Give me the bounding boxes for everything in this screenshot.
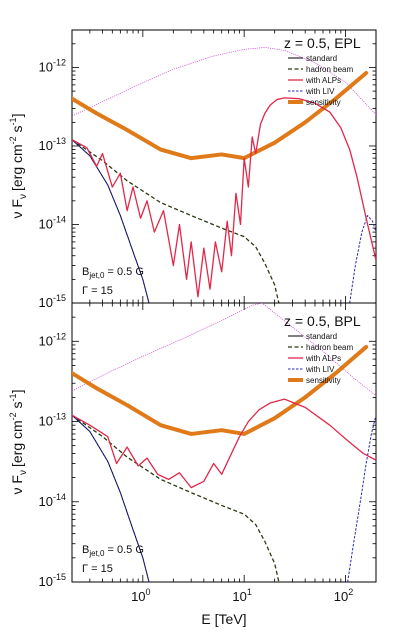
y-tick-label-bottom-0: 10-12 xyxy=(39,331,66,348)
y-tick-label-bottom-3: 10-15 xyxy=(39,572,66,589)
y-tick-label-bottom-2: 10-14 xyxy=(39,492,66,509)
panel-top: z = 0.5, EPL standard hadron beam with A… xyxy=(71,29,377,304)
legend-top-standard-label: standard xyxy=(306,54,337,63)
panel-top-ticks xyxy=(71,29,377,304)
y-axis-title-top: ν Fν[erg cm-2 s-1] xyxy=(8,114,29,219)
panel-bottom-frame xyxy=(71,302,377,583)
y-tick-label-top-3: 10-15 xyxy=(39,293,66,310)
series-bottom-liv-tail xyxy=(347,415,376,582)
x-axis-title: E [TeV] xyxy=(201,611,246,627)
series-bottom-alps xyxy=(72,398,376,489)
panel-top-gamma-annotation: Γ = 15 xyxy=(82,285,113,297)
series-top-liv xyxy=(72,139,150,303)
x-tick-labels: 100 101 102 xyxy=(131,587,353,604)
legend-top-liv-label: with LIV xyxy=(305,87,335,96)
x-tick-label-1: 101 xyxy=(232,587,251,604)
series-bottom-standard xyxy=(72,414,150,582)
panel-bottom-b-annotation: Bjet,0 = 0.5 G xyxy=(82,544,144,558)
panel-bottom-lines xyxy=(72,303,376,582)
legend-bottom-hadron-label: hadron beam xyxy=(306,343,353,352)
panel-bottom-title: z = 0.5, BPL xyxy=(284,313,361,329)
series-top-standard xyxy=(72,139,150,303)
panel-bottom-ticks xyxy=(71,302,377,583)
series-top-liv-tail xyxy=(349,215,376,303)
legend-bottom-standard-label: standard xyxy=(306,332,337,341)
series-top-sensitivity xyxy=(72,71,369,161)
panel-bottom-gamma-annotation: Γ = 15 xyxy=(82,563,113,575)
series-bottom-liv xyxy=(72,414,150,582)
panel-top-lines xyxy=(72,47,376,303)
legend-top-sensitivity-label: sensitivity xyxy=(306,98,341,107)
legend-top-alps-label: with ALPs xyxy=(305,76,341,85)
x-tick-label-0: 100 xyxy=(131,587,150,604)
y-tick-labels: 10-12 10-13 10-14 10-15 10-12 10-13 10-14 10-15 xyxy=(39,57,66,589)
panel-bottom: z = 0.5, BPL standard hadron beam with A… xyxy=(71,302,377,583)
series-bottom-hadron xyxy=(72,414,280,582)
panel-top-b-annotation: Bjet,0 = 0.5 G xyxy=(82,266,144,280)
series-top-alps xyxy=(72,97,376,298)
legend-bottom-liv-label: with LIV xyxy=(305,365,335,374)
legend-top-hadron-label: hadron beam xyxy=(306,65,353,74)
panel-top-legend: standard hadron beam with ALPs with LIV … xyxy=(288,54,353,107)
series-bottom-sensitivity xyxy=(72,344,369,436)
series-top-intrinsic xyxy=(72,47,376,117)
y-tick-label-top-0: 10-12 xyxy=(39,57,66,74)
panel-bottom-legend: standard hadron beam with ALPs with LIV … xyxy=(288,332,353,385)
legend-bottom-alps-label: with ALPs xyxy=(305,354,341,363)
legend-bottom-sensitivity-label: sensitivity xyxy=(306,376,341,385)
y-axis-title-bottom: ν Fν[erg cm-2 s-1] xyxy=(8,390,29,495)
y-tick-label-top-2: 10-14 xyxy=(39,214,66,231)
panel-top-title: z = 0.5, EPL xyxy=(284,35,361,51)
series-top-hadron xyxy=(72,139,280,303)
x-tick-label-2: 102 xyxy=(334,587,353,604)
y-tick-label-bottom-1: 10-13 xyxy=(39,412,66,429)
y-tick-label-top-1: 10-13 xyxy=(39,136,66,153)
